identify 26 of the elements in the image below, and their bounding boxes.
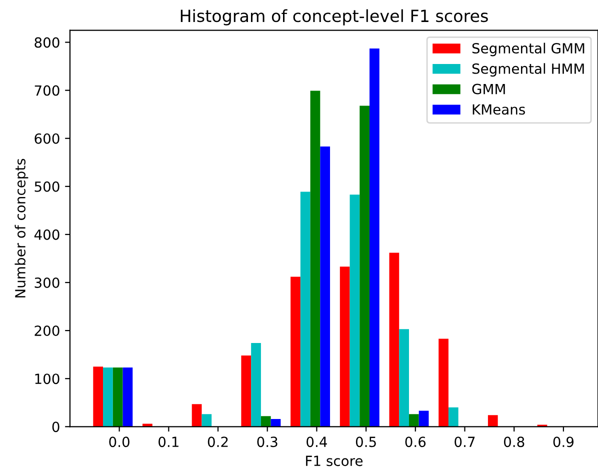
- y-tick-label: 200: [34, 326, 60, 336]
- x-tick-label: 0.9: [553, 436, 574, 448]
- y-tick-label: 800: [34, 37, 60, 48]
- chart-title: Histogram of concept-level F1 scores: [180, 9, 488, 26]
- y-tick-label: 0: [52, 422, 60, 432]
- x-tick-label: 0.5: [356, 436, 376, 448]
- x-tick-label: 0.6: [405, 436, 426, 448]
- x-tick-label: 0.4: [306, 436, 327, 448]
- y-axis-title: Number of concepts: [14, 158, 28, 298]
- x-tick-label: 0.0: [109, 436, 130, 448]
- legend-label: Segmental GMM: [472, 42, 584, 56]
- legend-label: KMeans: [472, 104, 525, 115]
- y-tick-label: 600: [34, 133, 60, 144]
- x-tick-label: 0.1: [158, 436, 178, 448]
- x-tick-label: 0.7: [454, 436, 475, 448]
- y-tick-label: 400: [34, 229, 60, 240]
- legend-label: Segmental HMM: [472, 63, 584, 77]
- y-tick-label: 500: [34, 181, 60, 192]
- x-tick-label: 0.2: [208, 436, 228, 448]
- x-axis-title: F1 score: [306, 456, 363, 466]
- y-tick-label: 100: [35, 374, 60, 384]
- legend-label: GMM: [472, 84, 505, 94]
- y-tick-label: 300: [34, 277, 60, 288]
- x-tick-label: 0.3: [257, 436, 278, 448]
- y-tick-label: 700: [34, 85, 60, 96]
- x-tick-label: 0.8: [504, 436, 524, 448]
